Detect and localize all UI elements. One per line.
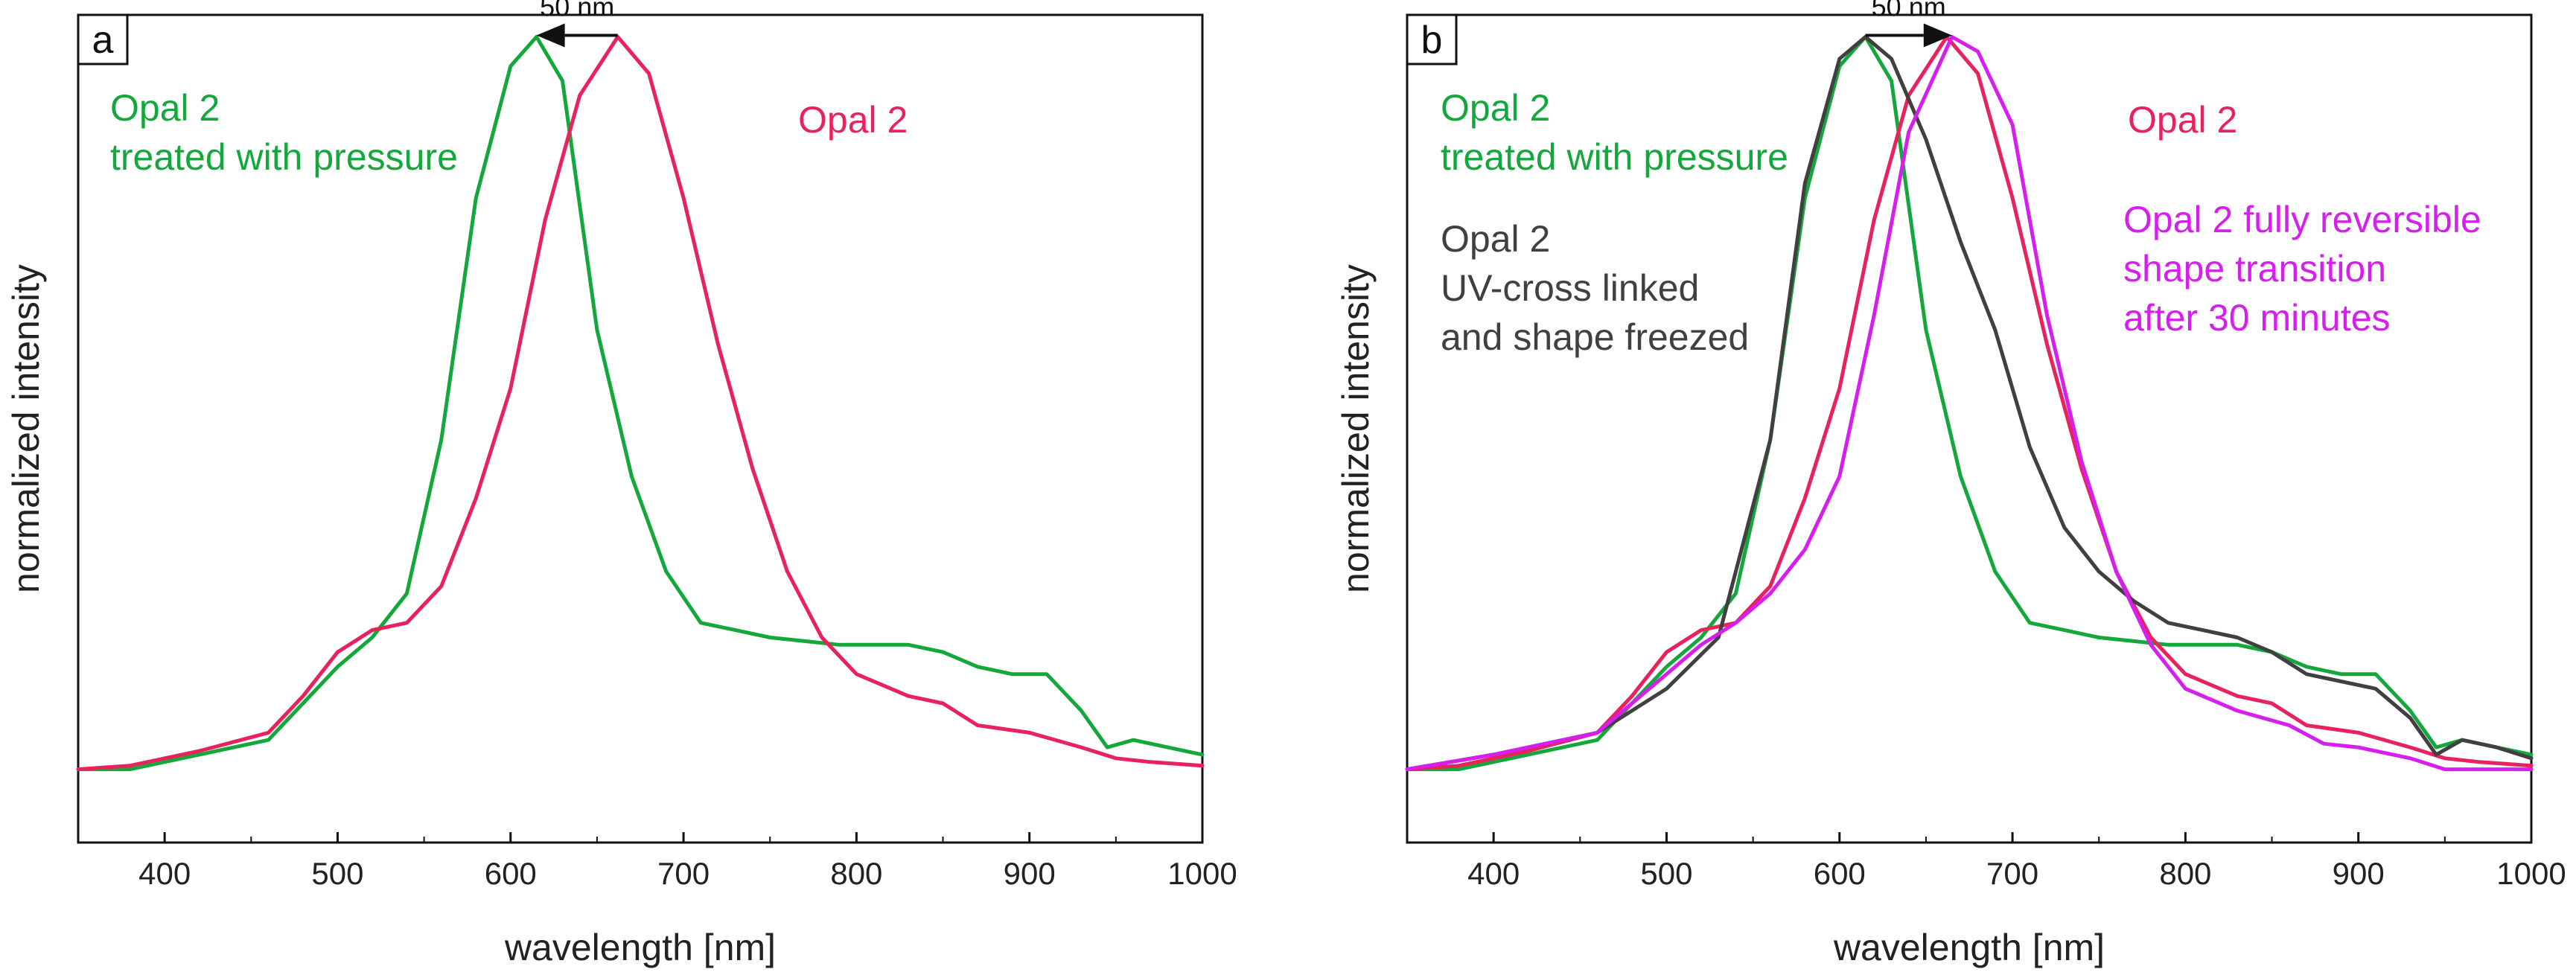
series-line xyxy=(1405,35,2534,772)
annotation-line: Opal 2 xyxy=(110,87,220,129)
x-tick-label: 600 xyxy=(485,856,537,891)
annotation-line: after 30 minutes xyxy=(2123,297,2391,339)
x-axis-title: wavelength [nm] xyxy=(1833,927,2105,968)
series-line xyxy=(76,35,1205,772)
plot-frame xyxy=(77,13,1204,844)
annotation-line: Opal 2 xyxy=(2128,99,2237,141)
shift-arrow-label: 50 nm xyxy=(540,0,614,22)
x-ticks: 400 500 600 700 800 900 1000 xyxy=(77,832,1237,891)
x-tick-label: 1000 xyxy=(1167,856,1237,891)
x-ticks: 400 500 600 700 800 900 1000 xyxy=(1406,832,2566,891)
annotation-line: Opal 2 xyxy=(1441,218,1550,260)
x-tick-label: 800 xyxy=(830,856,882,891)
x-axis-title: wavelength [nm] xyxy=(504,927,776,968)
annotations: Opal 2 treated with pressure Opal 2 UV-c… xyxy=(1441,87,2492,358)
shift-arrow-head xyxy=(536,23,565,48)
x-tick-label: 900 xyxy=(1004,856,1056,891)
annotation-gray: Opal 2 UV-cross linked and shape freezed xyxy=(1441,218,1749,358)
shift-arrow-label: 50 nm xyxy=(1872,0,1946,22)
shift-arrow: 50 nm xyxy=(1865,0,1952,48)
panel-letter: b xyxy=(1421,19,1443,62)
panel-b: b 400 500 600 700 800 900 1000 50 nm Opal 2 tr… xyxy=(1335,0,2566,968)
annotation-line: Opal 2 xyxy=(798,99,908,141)
panel-letter-box xyxy=(77,13,129,65)
x-tick-label: 400 xyxy=(1467,856,1520,891)
x-tick-label: 500 xyxy=(311,856,363,891)
shift-arrow: 50 nm xyxy=(536,0,618,48)
series-line xyxy=(76,35,1205,772)
y-axis-title: normalized intensity xyxy=(5,264,47,593)
x-tick-label: 900 xyxy=(2333,856,2385,891)
annotation-green: Opal 2 treated with pressure xyxy=(110,87,458,178)
x-tick-label: 600 xyxy=(1814,856,1866,891)
x-tick-label: 1000 xyxy=(2496,856,2566,891)
y-axis-title: normalized intensity xyxy=(1335,264,1377,593)
series-line xyxy=(1405,35,2534,772)
annotation-magenta: Opal 2 fully reversible shape transition… xyxy=(2123,199,2492,339)
annotation-line: and shape freezed xyxy=(1441,316,1749,358)
annotations: Opal 2 treated with pressure Opal 2 xyxy=(110,87,908,178)
x-tick-label: 700 xyxy=(657,856,710,891)
curves xyxy=(1405,35,2534,772)
panel-letter-box xyxy=(1406,13,1458,65)
annotation-line: UV-cross linked xyxy=(1441,267,1699,309)
x-tick-label: 500 xyxy=(1640,856,1692,891)
curves xyxy=(76,35,1205,772)
shift-arrow-head xyxy=(1923,23,1952,48)
panel-letter: a xyxy=(92,19,114,62)
annotation-green: Opal 2 treated with pressure xyxy=(1441,87,1788,178)
annotation-line: Opal 2 fully reversible xyxy=(2123,199,2481,240)
annotation-line: shape transition xyxy=(2123,248,2386,290)
x-tick-label: 400 xyxy=(138,856,191,891)
series-line xyxy=(1405,35,2534,772)
annotation-red: Opal 2 xyxy=(2128,99,2237,141)
annotation-line: treated with pressure xyxy=(110,136,458,178)
x-tick-label: 700 xyxy=(1986,856,2038,891)
plot-frame xyxy=(1406,13,2533,844)
x-tick-label: 800 xyxy=(2159,856,2211,891)
annotation-line: treated with pressure xyxy=(1441,136,1788,178)
panel-a: a 400 500 600 700 800 900 1000 50 nm Opal 2 tr… xyxy=(5,0,1237,968)
annotation-line: Opal 2 xyxy=(1441,87,1550,129)
annotation-red: Opal 2 xyxy=(798,99,908,141)
series-line xyxy=(1405,35,2534,772)
